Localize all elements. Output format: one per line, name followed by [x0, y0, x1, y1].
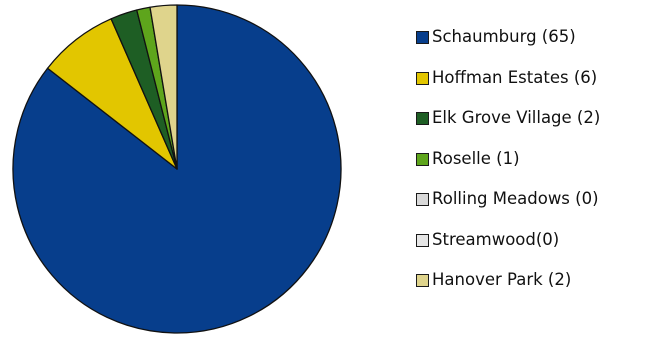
legend-label-hanover-park: Hanover Park (2) [432, 270, 572, 289]
pie-slice-hanover-park [149, 4, 178, 170]
pie-plot [12, 4, 342, 334]
legend-item-elk-grove-village: Elk Grove Village (2) [416, 107, 662, 148]
legend-label-elk-grove-village: Elk Grove Village (2) [432, 108, 601, 127]
legend-item-hoffman-estates: Hoffman Estates (6) [416, 67, 662, 108]
legend-item-schaumburg: Schaumburg (65) [416, 26, 662, 67]
legend-item-streamwood: Streamwood(0) [416, 229, 662, 270]
legend-swatch-roselle [416, 152, 429, 166]
legend-swatch-streamwood [416, 233, 429, 247]
legend-label-streamwood: Streamwood(0) [432, 229, 560, 249]
legend-item-roselle: Roselle (1) [416, 148, 662, 189]
legend-label-rolling-meadows: Rolling Meadows (0) [432, 189, 599, 208]
legend-label-roselle: Roselle (1) [432, 148, 520, 168]
legend-swatch-elk-grove-village [416, 112, 429, 125]
legend-label-schaumburg: Schaumburg (65) [432, 27, 576, 46]
pie-slice-schaumburg [12, 4, 342, 334]
legend-item-rolling-meadows: Rolling Meadows (0) [416, 188, 662, 229]
legend-swatch-hoffman-estates [416, 71, 429, 85]
legend: Schaumburg (65) Hoffman Estates (6) Elk … [416, 26, 662, 310]
legend-swatch-hanover-park [416, 274, 429, 287]
legend-swatch-rolling-meadows [416, 193, 429, 206]
legend-item-hanover-park: Hanover Park (2) [416, 269, 662, 310]
legend-swatch-schaumburg [416, 31, 429, 44]
legend-label-hoffman-estates: Hoffman Estates (6) [432, 67, 598, 87]
